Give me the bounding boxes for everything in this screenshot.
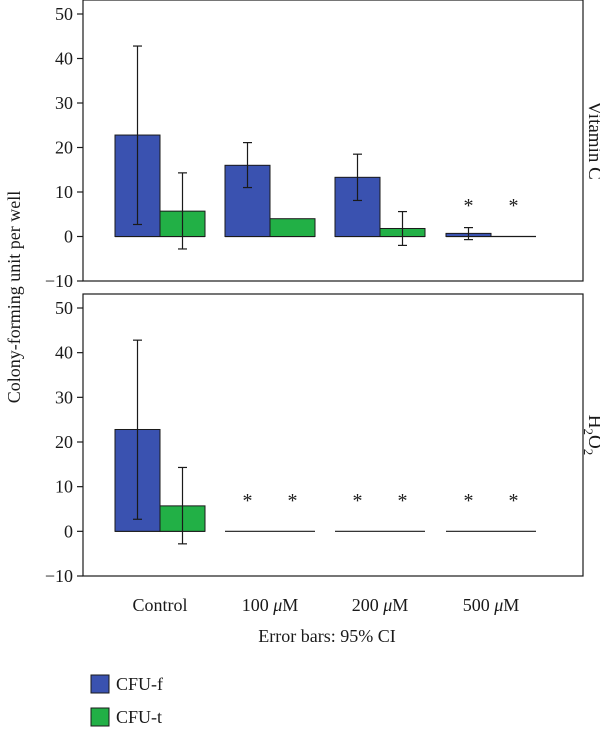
error-bar (178, 466, 187, 545)
y-tick-label: 30 (55, 387, 73, 407)
x-category-label: 500 μM (463, 595, 520, 615)
bar-cfu-t (269, 218, 316, 237)
bar-cfu-f (224, 164, 271, 237)
panels-group: −10 0 10 20 30 40 50 * * Vitamin C −10 0 10 20 30 40 50 *… (45, 0, 600, 586)
y-axis-label: Colony-forming unit per well (4, 191, 24, 403)
x-category-unit-prefix: μ (493, 595, 503, 615)
significance-star: * (509, 195, 519, 217)
y-tick-label: 50 (55, 4, 73, 24)
y-tick-label: 40 (55, 49, 73, 69)
significance-star: * (353, 490, 363, 512)
significance-star: * (464, 490, 474, 512)
legend-label: CFU-t (116, 707, 162, 727)
x-category-unit-prefix: μ (272, 595, 282, 615)
y-tick-label: 10 (55, 477, 73, 497)
x-category-unit-prefix: μ (382, 595, 392, 615)
x-category-label: 200 μM (352, 595, 409, 615)
y-tick-label: 30 (55, 93, 73, 113)
x-category-label: Control (132, 595, 187, 615)
y-tick-label: −10 (45, 271, 73, 291)
error-bar (464, 227, 473, 241)
y-tick-label: 0 (64, 227, 73, 247)
x-category-labels: Control 100 μM 200 μM 500 μM (132, 595, 519, 615)
bar-cfu-f (334, 176, 381, 238)
x-category-unit: M (503, 595, 519, 615)
error-bar (133, 45, 142, 226)
panel-label: Vitamin C (584, 101, 600, 180)
y-tick-label: 40 (55, 343, 73, 363)
panel-label-part: O (584, 435, 600, 449)
x-category-unit: M (392, 595, 408, 615)
panel-frame (82, 293, 584, 577)
error-bar (243, 142, 252, 189)
y-tick-label: 20 (55, 138, 73, 158)
significance-star: * (243, 490, 253, 512)
legend-swatch (90, 674, 110, 694)
panel-label-part: H (584, 415, 600, 429)
panel-1: −10 0 10 20 30 40 50 * * Vitamin C (45, 0, 600, 291)
x-category-number: 200 (352, 595, 384, 615)
significance-star: * (509, 490, 519, 512)
panel-label-subscript: 2 (581, 429, 596, 436)
error-bar (398, 210, 407, 246)
y-tick-label: 0 (64, 521, 73, 541)
significance-star: * (398, 490, 408, 512)
error-bar (353, 153, 362, 202)
legend-label: CFU-f (116, 674, 163, 694)
y-tick-label: −10 (45, 566, 73, 586)
y-tick-label: 20 (55, 432, 73, 452)
x-axis-label: Error bars: 95% CI (258, 626, 395, 646)
legend: CFU-f CFU-t (90, 674, 163, 727)
panel-frame (82, 0, 584, 282)
x-category-number: 100 (242, 595, 274, 615)
panel-label: H2O2 (581, 415, 600, 455)
legend-swatch (90, 707, 110, 727)
significance-star: * (464, 195, 474, 217)
error-bar (133, 339, 142, 520)
x-category-number: 500 (463, 595, 495, 615)
x-category-unit: M (282, 595, 298, 615)
y-tick-label: 10 (55, 182, 73, 202)
significance-star: * (288, 490, 298, 512)
y-tick-label: 50 (55, 298, 73, 318)
x-category-label: 100 μM (242, 595, 299, 615)
error-bar (178, 172, 187, 250)
panel-label-subscript: 2 (581, 449, 596, 456)
